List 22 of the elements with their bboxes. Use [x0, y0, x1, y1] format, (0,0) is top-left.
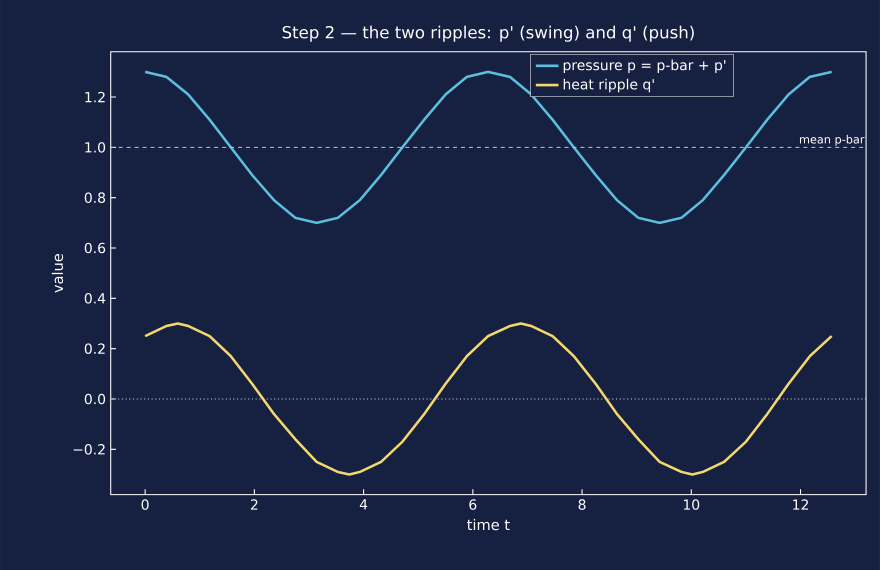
y-axis-title: value	[52, 254, 64, 293]
x-tick-label: 2	[250, 499, 258, 510]
line-series	[144, 322, 833, 476]
y-tick-label: 0.2	[84, 343, 105, 354]
y-tick-label: −0.2	[74, 444, 105, 454]
y-tick-label: 1.0	[85, 142, 106, 153]
y-tick-label: 0.0	[84, 394, 106, 404]
x-tick-label: 10	[684, 499, 700, 510]
x-tick-label: 4	[360, 499, 368, 510]
ref-line-label: mean p-bar	[800, 134, 864, 146]
y-tick-label: 0.4	[84, 292, 106, 304]
legend-label: pressure p = p-bar + p'	[564, 59, 726, 73]
y-tick-label: 0.6	[84, 242, 106, 254]
y-tick-label: 1.2	[85, 92, 105, 102]
chart-title: Step 2 — the two ripples: p' (swing) and q' (push)	[282, 26, 694, 42]
legend-label: heat ripple q'	[564, 78, 654, 92]
x-axis-title: time t	[467, 518, 510, 530]
x-tick-label: 12	[793, 499, 808, 510]
x-tick-label: 6	[469, 499, 476, 510]
x-tick-label: 0	[142, 499, 149, 510]
x-tick-label: 8	[578, 499, 586, 510]
y-tick-label: 0.8	[84, 192, 106, 203]
